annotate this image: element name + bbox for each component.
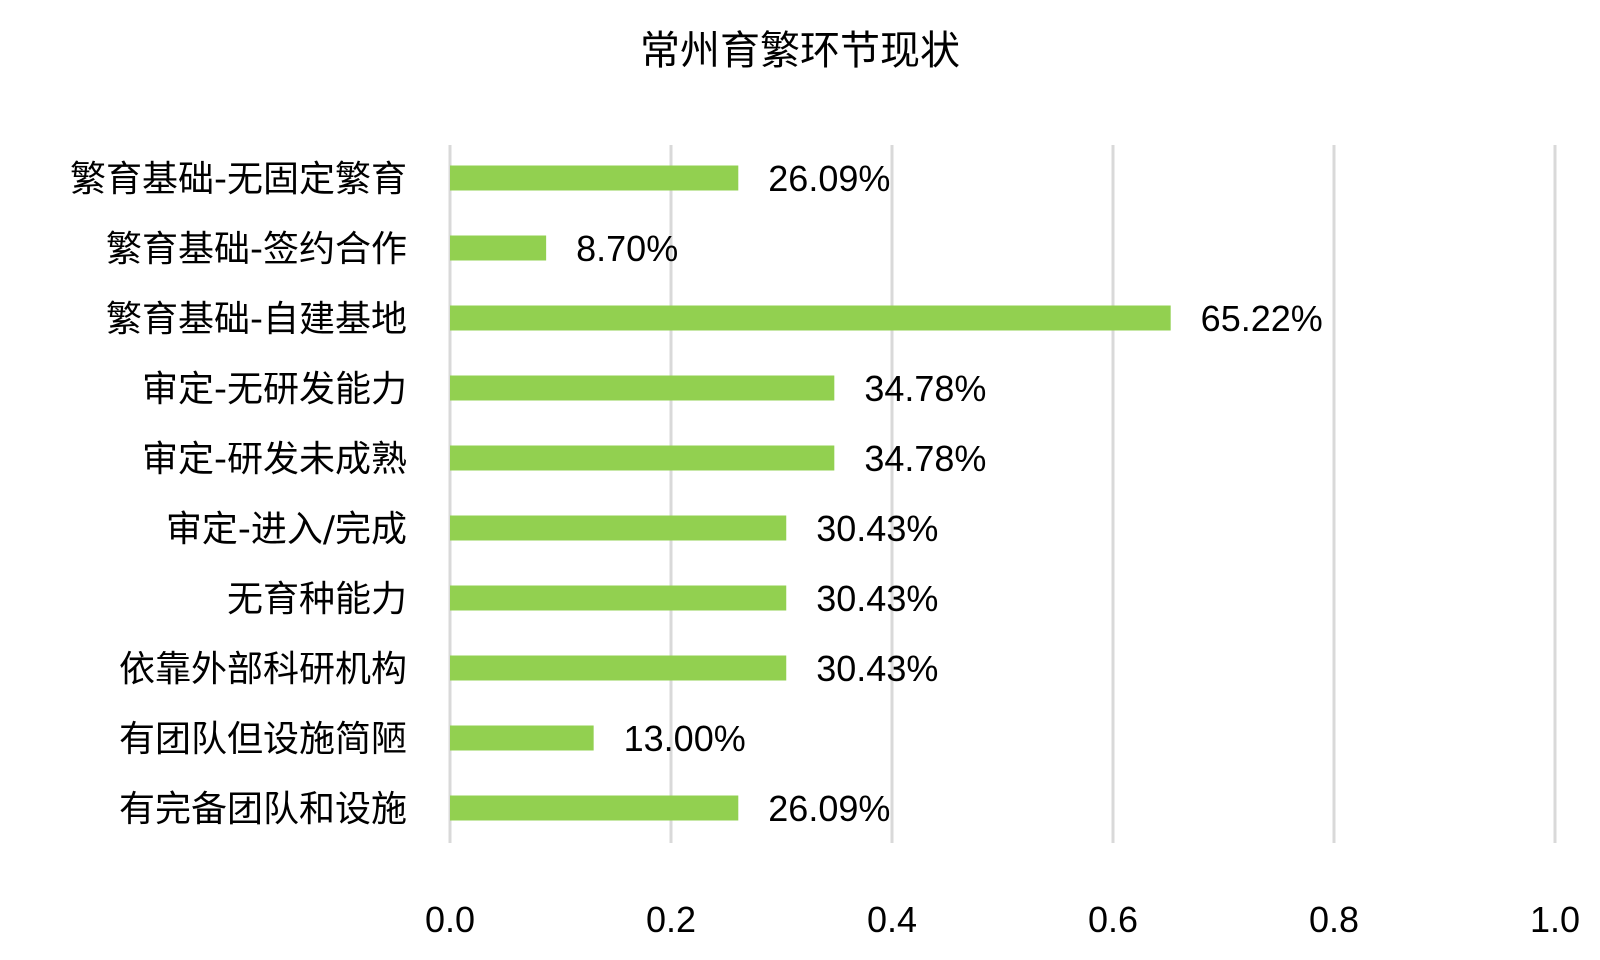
category-label: 审定-无研发能力	[142, 369, 407, 410]
data-label: 13.00%	[624, 718, 746, 759]
bar	[450, 585, 787, 611]
category-labels: 繁育基础-无固定繁育繁育基础-签约合作繁育基础-自建基地审定-无研发能力审定-研…	[70, 159, 407, 830]
bar	[450, 165, 739, 191]
category-label: 有完备团队和设施	[119, 789, 407, 830]
category-label: 繁育基础-无固定繁育	[70, 159, 407, 200]
x-axis-ticks: 0.0 0.2 0.4 0.6 0.8 1.0	[425, 899, 1580, 940]
data-label: 34.78%	[864, 368, 986, 409]
category-label: 有团队但设施简陋	[119, 719, 407, 760]
data-label: 8.70%	[576, 228, 678, 269]
category-label: 繁育基础-自建基地	[106, 299, 407, 340]
x-tick-label: 1.0	[1530, 899, 1580, 940]
bar	[450, 655, 787, 681]
bar	[450, 375, 835, 401]
category-label: 繁育基础-签约合作	[106, 229, 407, 270]
category-label: 审定-研发未成熟	[142, 439, 407, 480]
data-label: 34.78%	[864, 438, 986, 479]
bar	[450, 795, 739, 821]
data-label: 30.43%	[816, 578, 938, 619]
bar	[450, 725, 594, 751]
category-label: 依靠外部科研机构	[119, 649, 407, 690]
x-tick-label: 0.4	[867, 899, 917, 940]
data-label: 26.09%	[768, 788, 890, 829]
bar	[450, 515, 787, 541]
data-labels: 26.09% 8.70% 65.22% 34.78% 34.78% 30.43% 30.43…	[576, 158, 1323, 829]
bar	[450, 305, 1171, 331]
x-tick-label: 0.8	[1309, 899, 1359, 940]
data-label: 30.43%	[816, 648, 938, 689]
data-label: 65.22%	[1201, 298, 1323, 339]
x-tick-label: 0.6	[1088, 899, 1138, 940]
bar	[450, 235, 547, 261]
bars	[450, 165, 1171, 821]
category-label: 无育种能力	[227, 579, 407, 620]
x-tick-label: 0.2	[646, 899, 696, 940]
chart-title: 常州育繁环节现状	[640, 28, 960, 74]
data-label: 30.43%	[816, 508, 938, 549]
x-tick-label: 0.0	[425, 899, 475, 940]
bar	[450, 445, 835, 471]
category-label: 审定-进入/完成	[166, 509, 407, 550]
data-label: 26.09%	[768, 158, 890, 199]
